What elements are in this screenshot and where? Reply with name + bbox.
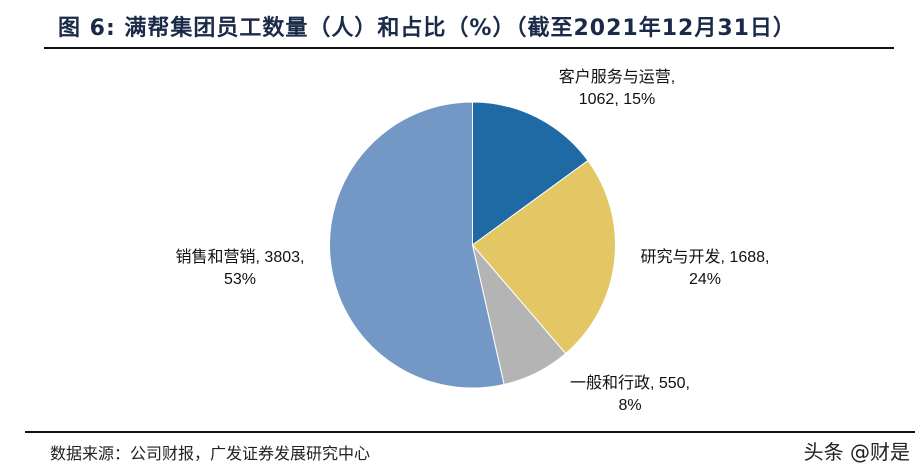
slice-label-3-line2: 8% (618, 397, 641, 414)
slice-label-2-line1: 研究与开发, 1688, (641, 248, 770, 266)
slice-label-4-line2: 53% (224, 271, 256, 288)
pie-slice-2 (471, 159, 616, 355)
watermark: 头条 @财是 (803, 440, 910, 464)
title-divider (44, 47, 894, 49)
pie-slice-1 (472, 101, 589, 246)
figure-title: 图 6: 满帮集团员工数量（人）和占比（%）（截至2021年12月31日） (58, 16, 796, 41)
slice-label-1-line1: 客户服务与运营, (559, 68, 675, 86)
footer-divider (25, 431, 915, 433)
pie-slice-4 (329, 101, 505, 389)
slice-label-2-line2: 24% (689, 271, 721, 288)
slice-label-4-line1: 销售和营销, 3803, (176, 248, 305, 266)
slice-label-3-line1: 一般和行政, 550, (570, 374, 690, 392)
data-source: 数据来源：公司财报，广发证券发展研究中心 (50, 444, 371, 463)
slice-label-1-line2: 1062, 15% (579, 91, 656, 108)
